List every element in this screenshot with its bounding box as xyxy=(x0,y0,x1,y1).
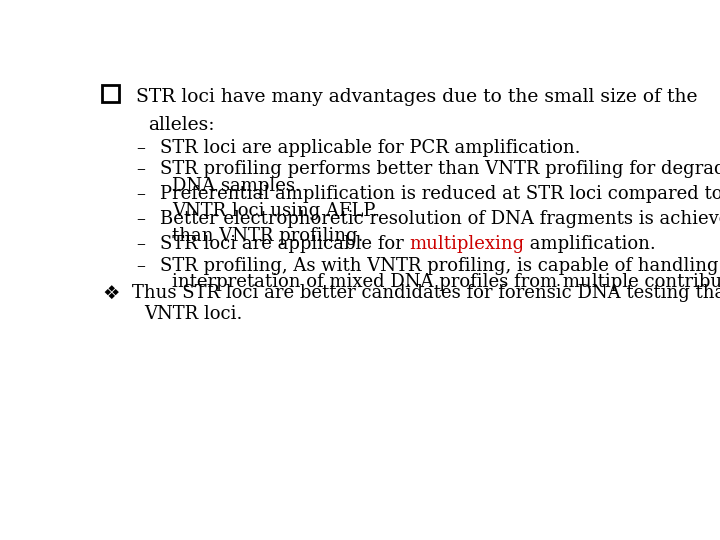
Bar xyxy=(102,85,119,102)
Text: VNTR loci using AFLP.: VNTR loci using AFLP. xyxy=(172,202,378,220)
Text: multiplexing: multiplexing xyxy=(409,235,524,253)
Text: STR loci have many advantages due to the small size of the: STR loci have many advantages due to the… xyxy=(136,87,697,106)
Text: –: – xyxy=(136,160,145,178)
Text: –: – xyxy=(136,256,145,275)
Text: VNTR loci.: VNTR loci. xyxy=(144,305,243,323)
Text: Better electrophoretic resolution of DNA fragments is achieved: Better electrophoretic resolution of DNA… xyxy=(160,210,720,228)
Text: ❖: ❖ xyxy=(102,284,120,302)
Text: amplification.: amplification. xyxy=(524,235,656,253)
Text: STR profiling, As with VNTR profiling, is capable of handling: STR profiling, As with VNTR profiling, i… xyxy=(160,256,719,275)
Text: STR profiling performs better than VNTR profiling for degraded: STR profiling performs better than VNTR … xyxy=(160,160,720,178)
Text: STR loci are applicable for: STR loci are applicable for xyxy=(160,235,409,253)
Text: Preferential amplification is reduced at STR loci compared to: Preferential amplification is reduced at… xyxy=(160,185,720,203)
Text: –: – xyxy=(136,235,145,253)
Text: DNA samples.: DNA samples. xyxy=(172,177,301,195)
Text: interpretation of mixed DNA profiles from multiple contributors.: interpretation of mixed DNA profiles fro… xyxy=(172,273,720,291)
Text: –: – xyxy=(136,185,145,203)
Text: –: – xyxy=(136,139,145,157)
Text: –: – xyxy=(136,210,145,228)
Text: Thus STR loci are better candidates for forensic DNA testing than: Thus STR loci are better candidates for … xyxy=(132,284,720,302)
Text: alleles:: alleles: xyxy=(148,116,215,134)
Text: STR loci are applicable for PCR amplification.: STR loci are applicable for PCR amplific… xyxy=(160,139,580,157)
Text: than VNTR profiling.: than VNTR profiling. xyxy=(172,227,364,245)
